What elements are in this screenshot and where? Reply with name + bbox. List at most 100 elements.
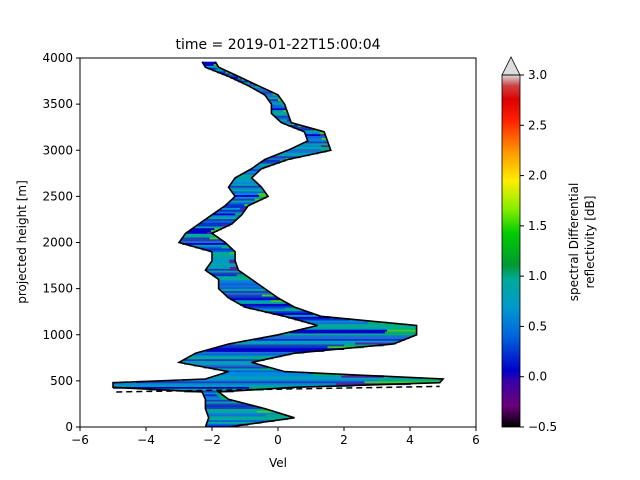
- colorbar-tick-label: 1.5: [528, 219, 547, 233]
- spectrum-cell: [183, 362, 255, 365]
- spectrum-cell: [281, 332, 417, 336]
- spectrum-cell: [206, 268, 239, 271]
- spectrum-cell: [214, 275, 248, 279]
- spectrum-cell: [225, 343, 384, 347]
- spectrum-cell: [218, 209, 245, 212]
- spectrum-cell: [271, 111, 288, 114]
- spectrum-cell: [187, 356, 274, 360]
- spectrum-cell: [207, 67, 221, 70]
- spectrum-cell: [230, 188, 264, 192]
- spectrum-cell-accent: [261, 294, 275, 297]
- spectrum-cell-accent: [207, 231, 214, 234]
- spectrum-cell: [182, 236, 219, 240]
- spectrum-cell: [221, 207, 247, 210]
- spectrum-cell-accent: [257, 192, 267, 196]
- spectrum-cell-accent: [377, 379, 443, 382]
- spectrum-cell: [212, 251, 236, 255]
- spectrum-cell: [233, 192, 267, 196]
- spectrum-cell-accent: [388, 327, 417, 330]
- spectrum-cell: [313, 325, 417, 328]
- spectrum-cell-accent: [344, 343, 384, 347]
- spectrum-cell: [287, 316, 331, 319]
- spectrum-cell: [293, 146, 330, 149]
- spectrum-cell-accent: [321, 137, 327, 140]
- spectrum-cell: [193, 364, 262, 367]
- spectrum-cell: [266, 96, 280, 100]
- spectrum-cell-accent: [258, 196, 267, 199]
- spectrum-cell: [205, 349, 325, 352]
- y-tick-label: 2500: [42, 189, 73, 203]
- spectrum-cell: [225, 294, 275, 297]
- spectrum-cell: [212, 255, 236, 258]
- spectrum-cell: [208, 415, 292, 419]
- spectrum-cell: [212, 69, 225, 72]
- spectrum-cell-accent: [384, 331, 417, 334]
- x-axis: −6 −4 −2 0 2 4 6: [71, 427, 480, 447]
- spectrum-cell: [271, 107, 287, 111]
- spectrum-cell: [198, 351, 305, 354]
- spectrum-cell: [148, 388, 265, 391]
- colorbar-tick-label: 0.0: [528, 370, 547, 384]
- spectrum-cell: [226, 203, 251, 207]
- spectrum-cell-accent: [214, 227, 222, 231]
- spectrum-cell: [113, 382, 411, 386]
- spectrum-cell: [207, 421, 262, 424]
- spectrum-cell: [304, 131, 325, 135]
- spectrum-cell: [243, 305, 293, 308]
- colorbar-tick-label: 2.0: [528, 169, 547, 183]
- spectrum-cell: [301, 319, 369, 323]
- spectrum-cell: [271, 155, 301, 159]
- spectrum-cell: [202, 220, 235, 223]
- spectrum-cell-accent: [312, 373, 344, 376]
- spectrum-cell: [269, 100, 283, 103]
- spectrum-cell: [256, 89, 269, 92]
- spectrum-cell: [183, 235, 216, 238]
- spectrum-cell: [271, 104, 285, 107]
- spectrum-cell: [246, 170, 259, 173]
- spectrum-cell-accent: [214, 65, 219, 68]
- spectrum-cell: [256, 308, 303, 312]
- spectrum-cell: [206, 410, 274, 413]
- spectrum-cell: [267, 157, 293, 160]
- spectrum-cell: [216, 70, 229, 74]
- spectrum-cell-accent: [249, 386, 295, 389]
- spectrum-cell-accent: [215, 391, 220, 395]
- spectrum-cell: [193, 353, 291, 356]
- spectrum-cell: [202, 248, 233, 251]
- spectrum-cell: [204, 397, 228, 400]
- spectrum-cell-accent: [240, 207, 247, 210]
- spectrum-cell: [258, 163, 275, 166]
- spectrum-cell-accent: [355, 342, 396, 345]
- spectrum-cell: [218, 345, 364, 349]
- spectrum-cell: [208, 216, 239, 220]
- spectrum-cell: [255, 165, 270, 168]
- spectrum-cell: [223, 369, 282, 373]
- spectrum-cell: [238, 80, 249, 83]
- spectrum-cell: [276, 117, 290, 120]
- spectrum-cell: [228, 201, 255, 205]
- spectrum-cell: [305, 327, 417, 330]
- spectrum-cell-accent: [367, 321, 388, 325]
- spectrum-cell: [249, 85, 261, 89]
- spectrum-cell: [243, 172, 257, 175]
- spectrum-cell: [219, 373, 344, 376]
- plot-marks: [112, 61, 445, 427]
- spectrum-cell: [190, 355, 282, 358]
- spectrum-cell: [229, 185, 261, 188]
- left-edge-line: [112, 61, 318, 427]
- spectrum-cell-accent: [251, 356, 274, 360]
- spectrum-cell-accent: [382, 332, 417, 336]
- spectrum-cell: [205, 218, 237, 221]
- spectrum-cell-accent: [229, 266, 238, 269]
- spectrum-cell-accent: [386, 329, 417, 332]
- spectrum-cell: [218, 281, 256, 284]
- spectrum-cell: [221, 72, 233, 76]
- spectrum-cell: [226, 74, 237, 77]
- spectrum-cell-accent: [229, 72, 233, 76]
- right-edge-line: [210, 61, 445, 427]
- spectrum-cell: [215, 211, 244, 214]
- spectrum-cell: [205, 425, 236, 427]
- spectrum-cell: [208, 264, 237, 267]
- spectrum-cell-accent: [217, 393, 223, 397]
